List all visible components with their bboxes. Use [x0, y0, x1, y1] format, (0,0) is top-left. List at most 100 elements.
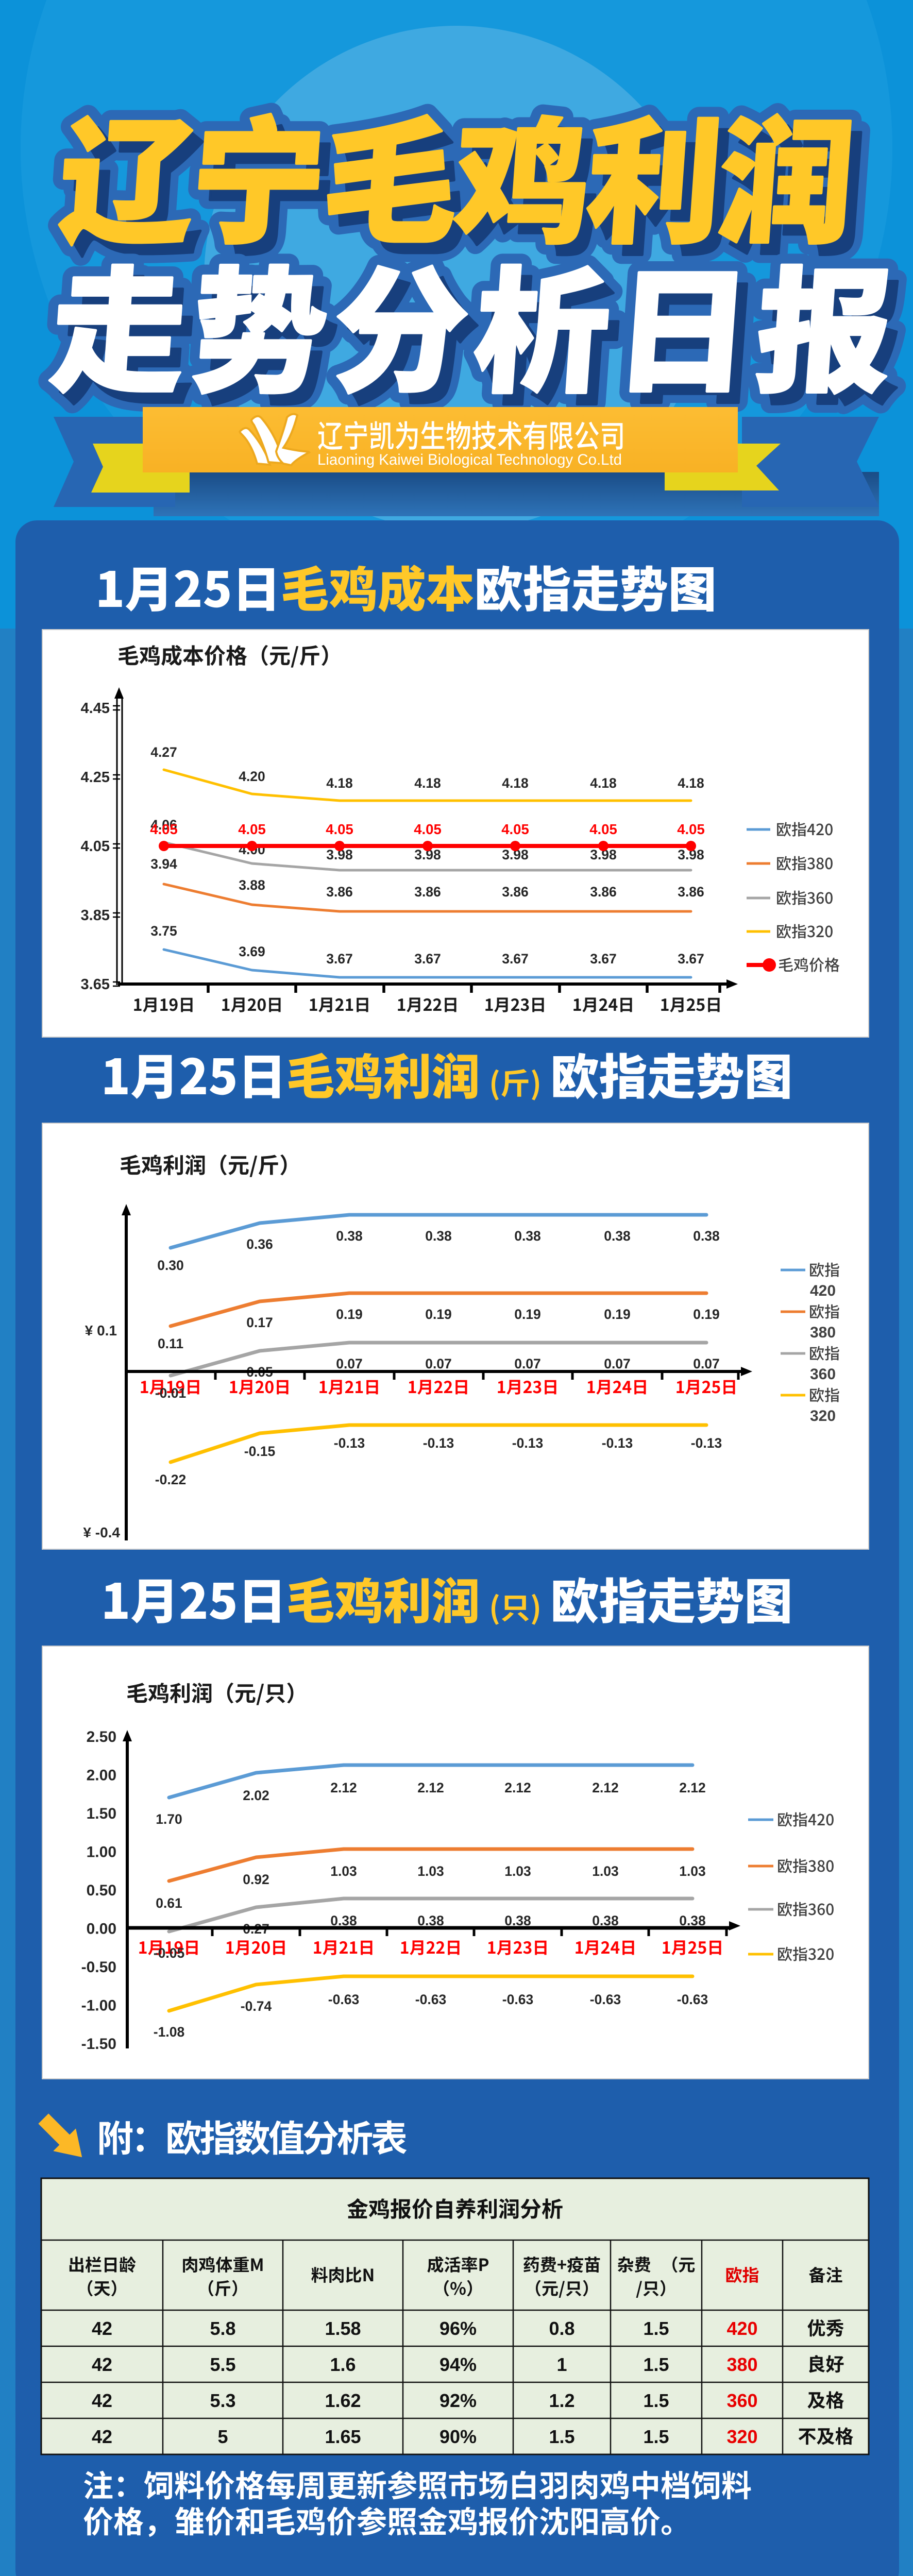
svg-text:4.05: 4.05 — [677, 821, 705, 837]
svg-text:3.67: 3.67 — [678, 951, 704, 967]
svg-text:0.11: 0.11 — [158, 1336, 183, 1351]
svg-text:0.30: 0.30 — [157, 1258, 184, 1273]
svg-text:3.88: 3.88 — [239, 877, 265, 893]
svg-text:1.5: 1.5 — [643, 2318, 669, 2339]
svg-text:3.67: 3.67 — [326, 951, 353, 967]
svg-text:0.38: 0.38 — [417, 1913, 444, 1928]
svg-text:1.65: 1.65 — [325, 2426, 361, 2447]
svg-text:4.05: 4.05 — [326, 821, 353, 837]
svg-text:3.86: 3.86 — [590, 884, 617, 900]
svg-text:-0.63: -0.63 — [502, 1992, 533, 2007]
svg-text:0.38: 0.38 — [693, 1228, 720, 1244]
svg-text:-0.15: -0.15 — [244, 1444, 275, 1459]
svg-text:0.36: 0.36 — [246, 1236, 273, 1252]
svg-text:1.50: 1.50 — [87, 1805, 116, 1822]
svg-text:320: 320 — [726, 2426, 757, 2447]
svg-text:380: 380 — [810, 1324, 836, 1341]
svg-text:42: 42 — [92, 2426, 112, 2447]
svg-text:4.45: 4.45 — [81, 700, 110, 717]
svg-text:3.86: 3.86 — [414, 884, 441, 900]
svg-text:1.5: 1.5 — [643, 2426, 669, 2447]
svg-text:4.27: 4.27 — [150, 744, 177, 760]
svg-text:2.12: 2.12 — [330, 1780, 357, 1795]
svg-text:-0.63: -0.63 — [677, 1992, 708, 2007]
svg-text:4.18: 4.18 — [414, 775, 441, 791]
svg-text:1.03: 1.03 — [417, 1863, 444, 1879]
svg-text:0.07: 0.07 — [425, 1356, 452, 1371]
svg-text:4.05: 4.05 — [414, 821, 442, 837]
svg-text:0.19: 0.19 — [425, 1307, 452, 1322]
svg-text:1.5: 1.5 — [549, 2426, 574, 2447]
svg-text:5.3: 5.3 — [210, 2390, 235, 2411]
svg-text:1.00: 1.00 — [87, 1844, 116, 1861]
svg-text:0.38: 0.38 — [330, 1913, 357, 1928]
svg-text:1.03: 1.03 — [592, 1863, 619, 1879]
svg-text:3.85: 3.85 — [81, 907, 110, 924]
svg-text:42: 42 — [92, 2354, 112, 2375]
svg-text:0.07: 0.07 — [693, 1356, 720, 1371]
svg-text:2.12: 2.12 — [592, 1780, 619, 1795]
svg-text:-0.13: -0.13 — [602, 1435, 633, 1451]
svg-text:1.70: 1.70 — [156, 1811, 182, 1827]
svg-text:-1.00: -1.00 — [81, 1997, 116, 2014]
svg-text:5: 5 — [217, 2426, 228, 2447]
svg-text:4.05: 4.05 — [150, 821, 178, 837]
svg-text:-0.50: -0.50 — [81, 1959, 116, 1976]
svg-text:-0.13: -0.13 — [691, 1435, 722, 1451]
svg-text:-0.63: -0.63 — [590, 1992, 621, 2007]
svg-text:Liaoning Kaiwei Biological Tec: Liaoning Kaiwei Biological Technology Co… — [317, 451, 622, 468]
svg-text:-0.63: -0.63 — [415, 1992, 446, 2007]
svg-text:3.94: 3.94 — [150, 856, 177, 872]
svg-text:3.86: 3.86 — [502, 884, 529, 900]
svg-text:¥ -0.4: ¥ -0.4 — [83, 1524, 120, 1540]
svg-text:3.67: 3.67 — [502, 951, 529, 967]
svg-text:3.86: 3.86 — [678, 884, 704, 900]
svg-text:1.03: 1.03 — [504, 1863, 531, 1879]
svg-text:¥ 0.1: ¥ 0.1 — [85, 1323, 117, 1338]
svg-text:92%: 92% — [439, 2390, 477, 2411]
svg-text:420: 420 — [810, 1282, 836, 1299]
svg-text:0.92: 0.92 — [243, 1872, 269, 1887]
svg-text:2.12: 2.12 — [504, 1780, 531, 1795]
svg-text:1: 1 — [556, 2354, 567, 2375]
svg-text:-1.50: -1.50 — [81, 2036, 116, 2053]
svg-text:0.19: 0.19 — [336, 1307, 363, 1322]
svg-text:94%: 94% — [439, 2354, 477, 2375]
svg-text:90%: 90% — [439, 2426, 477, 2447]
svg-text:-0.63: -0.63 — [328, 1992, 359, 2007]
svg-text:0.8: 0.8 — [549, 2318, 574, 2339]
svg-text:4.18: 4.18 — [326, 775, 353, 791]
svg-text:1.5: 1.5 — [643, 2390, 669, 2411]
svg-text:1.6: 1.6 — [330, 2354, 356, 2375]
svg-text:2.02: 2.02 — [243, 1788, 269, 1803]
svg-text:420: 420 — [726, 2318, 757, 2339]
svg-text:4.05: 4.05 — [81, 838, 110, 855]
svg-text:0.00: 0.00 — [87, 1921, 116, 1938]
svg-text:5.5: 5.5 — [210, 2354, 235, 2375]
svg-text:1.5: 1.5 — [643, 2354, 669, 2375]
svg-text:380: 380 — [726, 2354, 757, 2375]
svg-text:4.18: 4.18 — [590, 775, 617, 791]
svg-text:-0.13: -0.13 — [512, 1435, 543, 1451]
svg-text:4.05: 4.05 — [238, 821, 266, 837]
svg-text:5.8: 5.8 — [210, 2318, 235, 2339]
svg-text:3.86: 3.86 — [326, 884, 353, 900]
svg-text:0.07: 0.07 — [514, 1356, 541, 1371]
svg-text:-0.01: -0.01 — [155, 1385, 186, 1401]
svg-text:360: 360 — [726, 2390, 757, 2411]
svg-text:1.2: 1.2 — [549, 2390, 574, 2411]
svg-text:4.18: 4.18 — [678, 775, 704, 791]
svg-text:0.38: 0.38 — [336, 1228, 363, 1244]
svg-text:4.25: 4.25 — [81, 769, 110, 786]
svg-text:2.00: 2.00 — [87, 1767, 116, 1784]
svg-text:360: 360 — [810, 1366, 836, 1383]
svg-text:-0.13: -0.13 — [334, 1435, 365, 1451]
svg-text:42: 42 — [92, 2318, 112, 2339]
svg-text:0.19: 0.19 — [514, 1307, 541, 1322]
svg-text:0.38: 0.38 — [514, 1228, 541, 1244]
svg-text:3.65: 3.65 — [81, 976, 110, 993]
svg-text:0.61: 0.61 — [156, 1895, 182, 1911]
svg-text:320: 320 — [810, 1408, 836, 1425]
svg-text:3.75: 3.75 — [150, 923, 177, 939]
svg-text:4.06: 4.06 — [150, 817, 177, 833]
